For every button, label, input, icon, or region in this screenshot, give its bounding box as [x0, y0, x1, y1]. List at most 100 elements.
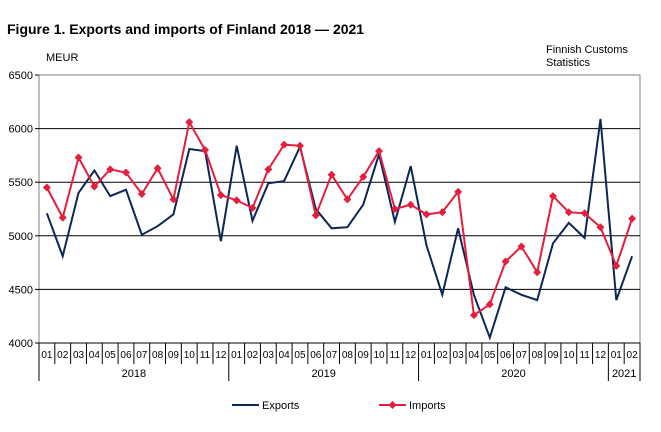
- data-point-imports: [438, 208, 447, 217]
- x-tick-label: 03: [73, 350, 85, 361]
- x-tick-label: 08: [342, 350, 354, 361]
- data-point-imports: [232, 196, 241, 205]
- x-tick-label: 11: [200, 350, 211, 361]
- data-point-imports: [501, 257, 510, 266]
- x-tick-label: 08: [532, 350, 544, 361]
- series-lines: [42, 118, 637, 341]
- data-point-imports: [406, 200, 415, 209]
- chart-title: Figure 1. Exports and imports of Finland…: [7, 21, 364, 37]
- data-point-imports: [58, 213, 67, 222]
- data-point-imports: [137, 189, 146, 198]
- x-tick-label: 04: [468, 350, 480, 361]
- data-point-imports: [311, 211, 320, 220]
- data-point-imports: [106, 165, 115, 174]
- x-tick-label: 09: [358, 350, 370, 361]
- source-label-line-1: Finnish Customs: [546, 44, 628, 56]
- legend-label-exports: Exports: [262, 400, 300, 412]
- data-point-imports: [327, 170, 336, 179]
- data-point-imports: [564, 208, 573, 217]
- x-tick-label: 10: [563, 350, 575, 361]
- x-tick-label: 05: [484, 350, 496, 361]
- data-point-imports: [485, 300, 494, 309]
- data-point-imports: [185, 118, 194, 127]
- x-tick-label: 09: [547, 350, 559, 361]
- data-point-imports: [264, 165, 273, 174]
- data-point-imports: [280, 140, 289, 149]
- data-point-imports: [422, 210, 431, 219]
- source-label-line-2: Statistics: [546, 57, 591, 69]
- data-point-imports: [90, 182, 99, 191]
- x-tick-label: 12: [595, 350, 607, 361]
- series-line-exports: [45, 118, 634, 341]
- data-point-imports: [201, 146, 210, 155]
- data-point-imports: [295, 141, 304, 150]
- data-point-imports: [580, 209, 589, 218]
- x-tick-label: 11: [390, 350, 401, 361]
- y-axis-label: MEUR: [46, 52, 78, 64]
- y-tick-label: 4500: [9, 284, 33, 296]
- x-tick-label: 06: [500, 350, 512, 361]
- x-tick-label: 12: [215, 350, 227, 361]
- x-tick-label: 03: [263, 350, 275, 361]
- data-point-imports: [343, 195, 352, 204]
- x-tick-label: 03: [453, 350, 465, 361]
- year-label: 2018: [122, 368, 146, 380]
- legend: Exports Imports: [232, 400, 446, 412]
- y-axis-ticks: 4000 4500 5000 5500 6000 6500: [9, 70, 33, 350]
- data-point-imports: [248, 203, 257, 212]
- y-tick-label: 4000: [9, 338, 33, 350]
- y-tick-label: 6000: [9, 124, 33, 136]
- x-tick-label: 08: [152, 350, 164, 361]
- series-line-imports: [46, 119, 634, 317]
- data-point-imports: [74, 153, 83, 162]
- data-point-imports: [517, 242, 526, 251]
- data-point-imports: [628, 214, 637, 223]
- x-tick-label: 05: [294, 350, 306, 361]
- data-point-imports: [153, 164, 162, 173]
- x-axis: 01 02 03 04 05 06 07 08 09 10 11 12 01 02 03 04 05 06 07 08…: [38, 342, 641, 381]
- year-label: 2020: [501, 368, 525, 380]
- x-tick-label: 07: [326, 350, 338, 361]
- y-tick-label: 5000: [9, 231, 33, 243]
- data-point-imports: [469, 311, 478, 320]
- x-tick-label: 07: [136, 350, 148, 361]
- data-point-imports: [42, 183, 51, 192]
- data-point-imports: [169, 195, 178, 204]
- x-tick-label: 11: [579, 350, 590, 361]
- x-tick-label: 04: [89, 350, 101, 361]
- x-tick-label: 12: [405, 350, 417, 361]
- y-tick-label: 6500: [9, 70, 33, 82]
- legend-label-imports: Imports: [409, 400, 446, 412]
- x-tick-label: 10: [373, 350, 385, 361]
- x-tick-label: 04: [279, 350, 291, 361]
- x-tick-label: 02: [57, 350, 69, 361]
- data-point-imports: [454, 187, 463, 196]
- x-tick-label: 01: [611, 350, 623, 361]
- x-tick-label: 01: [41, 350, 53, 361]
- x-tick-label: 01: [421, 350, 433, 361]
- data-point-imports: [596, 223, 605, 232]
- data-point-imports: [216, 191, 225, 200]
- data-point-imports: [121, 168, 130, 177]
- x-tick-label: 01: [231, 350, 243, 361]
- legend-marker-imports: [388, 401, 397, 409]
- x-tick-label: 07: [516, 350, 528, 361]
- gridlines: [35, 74, 641, 344]
- x-tick-label: 10: [184, 350, 196, 361]
- x-tick-label: 02: [437, 350, 449, 361]
- x-tick-label: 06: [120, 350, 132, 361]
- x-tick-label: 06: [310, 350, 322, 361]
- data-point-imports: [549, 192, 558, 201]
- x-tick-label: 02: [247, 350, 259, 361]
- x-tick-label: 09: [168, 350, 180, 361]
- y-tick-label: 5500: [9, 177, 33, 189]
- data-point-imports: [359, 172, 368, 181]
- data-point-imports: [375, 147, 384, 156]
- x-tick-label: 05: [105, 350, 117, 361]
- data-point-imports: [390, 205, 399, 213]
- data-point-imports: [533, 268, 542, 277]
- year-label: 2019: [311, 368, 335, 380]
- x-tick-label: 02: [627, 350, 639, 361]
- year-label: 2021: [612, 368, 636, 380]
